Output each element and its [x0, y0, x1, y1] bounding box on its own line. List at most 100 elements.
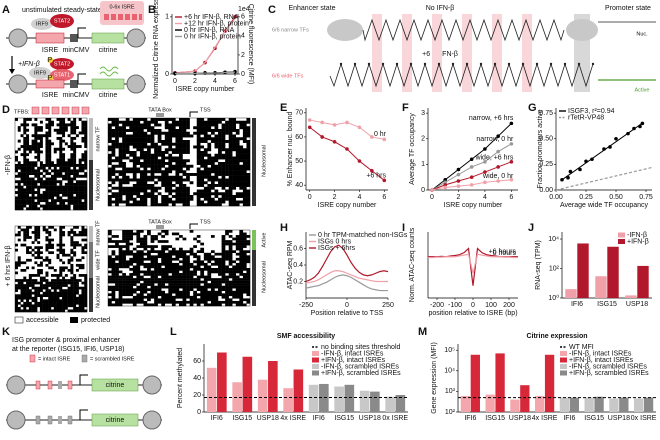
heatmap-cell: [203, 197, 208, 201]
heatmap-cell: [23, 191, 27, 194]
heatmap-cell: [175, 140, 180, 143]
heatmap-cell: [147, 129, 151, 132]
heatmap-cell: [62, 164, 66, 167]
heatmap-cell: [48, 155, 52, 159]
heatmap-cell: [34, 185, 38, 189]
heatmap-cell: [45, 279, 49, 282]
heatmap-cell: [214, 129, 219, 132]
heatmap-cell: [118, 159, 123, 163]
heatmap-cell: [136, 270, 141, 274]
heatmap-cell: [26, 166, 30, 170]
heatmap-cell: [78, 301, 82, 305]
heatmap-cell: [218, 270, 222, 274]
heatmap-cell: [239, 170, 244, 174]
heatmap-cell: [34, 281, 38, 285]
heatmap-cell: [186, 189, 190, 193]
heatmap-cell: [228, 203, 233, 207]
heatmap-cell: [179, 235, 183, 238]
heatmap-cell: [221, 164, 226, 168]
heatmap-cell: [39, 164, 43, 167]
label: citrine: [99, 47, 118, 54]
heatmap-cell: [45, 199, 49, 203]
heatmap-cell: [221, 192, 226, 196]
heatmap-cell: [189, 298, 194, 302]
heatmap-cell: [23, 161, 27, 165]
heatmap-cell: [115, 137, 119, 141]
heatmap-cell: [17, 263, 21, 267]
heatmap-cell: [28, 251, 32, 255]
stat2: [50, 58, 74, 70]
y-tick-label: 2: [421, 136, 425, 143]
heatmap-cell: [136, 288, 141, 291]
heatmap-cell: [37, 281, 41, 285]
heatmap-cell: [42, 299, 46, 303]
heatmap-cell: [196, 288, 201, 291]
heatmap-cell: [115, 178, 119, 182]
heatmap-cell: [179, 156, 183, 160]
heatmap-cell: [139, 126, 144, 130]
heatmap-cell: [154, 298, 158, 302]
heatmap-cell: [48, 281, 52, 285]
isre: [35, 79, 65, 89]
heatmap-cell: [64, 199, 68, 203]
heatmap-cell: [239, 278, 244, 281]
heatmap-cell: [203, 162, 208, 165]
heatmap-cell: [125, 288, 130, 291]
heatmap-cell: [171, 189, 176, 193]
heatmap-cell: [67, 166, 71, 170]
heatmap-cell: [118, 151, 123, 154]
heatmap-cell: [26, 128, 30, 132]
heatmap-cell: [175, 280, 180, 284]
heatmap-cell: [139, 153, 144, 157]
heatmap-cell: [108, 293, 112, 297]
heatmap-cell: [53, 296, 57, 300]
heatmap-cell: [150, 118, 155, 121]
x-tick-label: ISG15: [232, 415, 252, 422]
heatmap-cell: [225, 197, 229, 201]
heatmap-cell: [139, 140, 144, 143]
heatmap-cell: [81, 296, 85, 300]
bar: [268, 361, 278, 412]
heatmap-cell: [81, 248, 85, 252]
heatmap-cell: [17, 226, 21, 229]
heatmap-cell: [186, 134, 190, 138]
heatmap-cell: [53, 301, 57, 305]
heatmap-cell: [242, 278, 247, 281]
heatmap-cell: [70, 256, 74, 260]
heatmap-cell: [75, 309, 79, 313]
data-point: [357, 159, 362, 163]
heatmap-cell: [26, 180, 30, 184]
heatmap-cell: [214, 290, 219, 294]
heatmap-cell: [157, 298, 162, 302]
heatmap-cell: [111, 275, 116, 279]
x-tick-label: IFI6: [464, 415, 476, 422]
heatmap-cell: [17, 196, 21, 200]
heatmap-cell: [196, 151, 201, 154]
bar: [283, 388, 293, 412]
heatmap-cell: [78, 258, 82, 262]
heatmap-cell: [67, 279, 71, 282]
trace-dot: [353, 62, 357, 66]
heatmap-cell: [17, 126, 21, 130]
heatmap-cell: [214, 173, 219, 176]
heatmap-cell: [210, 270, 215, 274]
heatmap-cell: [154, 203, 158, 207]
heatmap-cell: [28, 204, 32, 208]
heatmap-cell: [125, 242, 130, 246]
heatmap-cell: [210, 255, 215, 259]
heatmap-cell: [15, 199, 18, 203]
heatmap-cell: [221, 118, 226, 121]
heatmap-cell: [168, 268, 173, 271]
heatmap-cell: [168, 298, 173, 302]
data-point: [456, 172, 461, 177]
heatmap-cell: [125, 192, 130, 196]
heatmap-cell: [225, 268, 229, 271]
heatmap-cell: [34, 136, 38, 140]
heatmap-cell: [122, 240, 126, 243]
heatmap-cell: [235, 156, 240, 160]
heatmap-cell: [81, 233, 85, 237]
heatmap-cell: [179, 137, 183, 141]
heatmap-cell: [70, 284, 74, 287]
heatmap-cell: [143, 262, 148, 266]
heatmap-cell: [122, 252, 126, 256]
